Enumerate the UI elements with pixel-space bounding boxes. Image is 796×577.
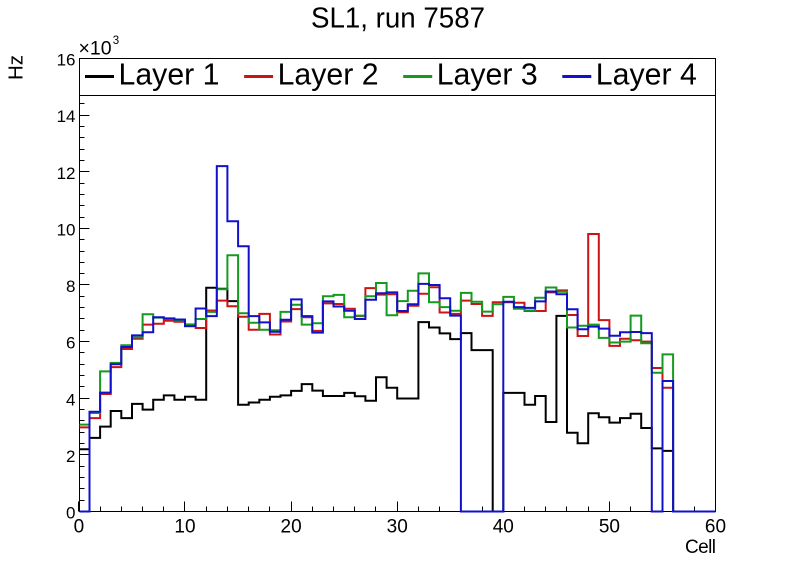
svg-text:10: 10 <box>174 517 195 538</box>
svg-text:2: 2 <box>66 447 75 466</box>
svg-text:0: 0 <box>66 504 75 523</box>
svg-text:60: 60 <box>705 517 726 538</box>
svg-text:0: 0 <box>74 517 85 538</box>
svg-text:8: 8 <box>66 277 75 296</box>
svg-text:12: 12 <box>57 164 76 183</box>
svg-text:Layer 1: Layer 1 <box>119 57 220 92</box>
svg-text:20: 20 <box>281 517 302 538</box>
svg-text:Layer 2: Layer 2 <box>278 57 379 92</box>
svg-text:10: 10 <box>57 221 76 240</box>
svg-text:SL1, run 7587: SL1, run 7587 <box>311 3 485 35</box>
svg-text:30: 30 <box>387 517 408 538</box>
svg-text:Hz: Hz <box>4 55 27 80</box>
svg-text:Layer 3: Layer 3 <box>437 57 538 92</box>
svg-text:40: 40 <box>493 517 514 538</box>
svg-text:16: 16 <box>57 51 76 70</box>
svg-text:Cell: Cell <box>685 537 716 558</box>
svg-text:Layer 4: Layer 4 <box>596 57 697 92</box>
svg-text:14: 14 <box>57 107 76 126</box>
svg-text:6: 6 <box>66 334 75 353</box>
svg-text:4: 4 <box>66 390 75 409</box>
svg-text:50: 50 <box>599 517 620 538</box>
